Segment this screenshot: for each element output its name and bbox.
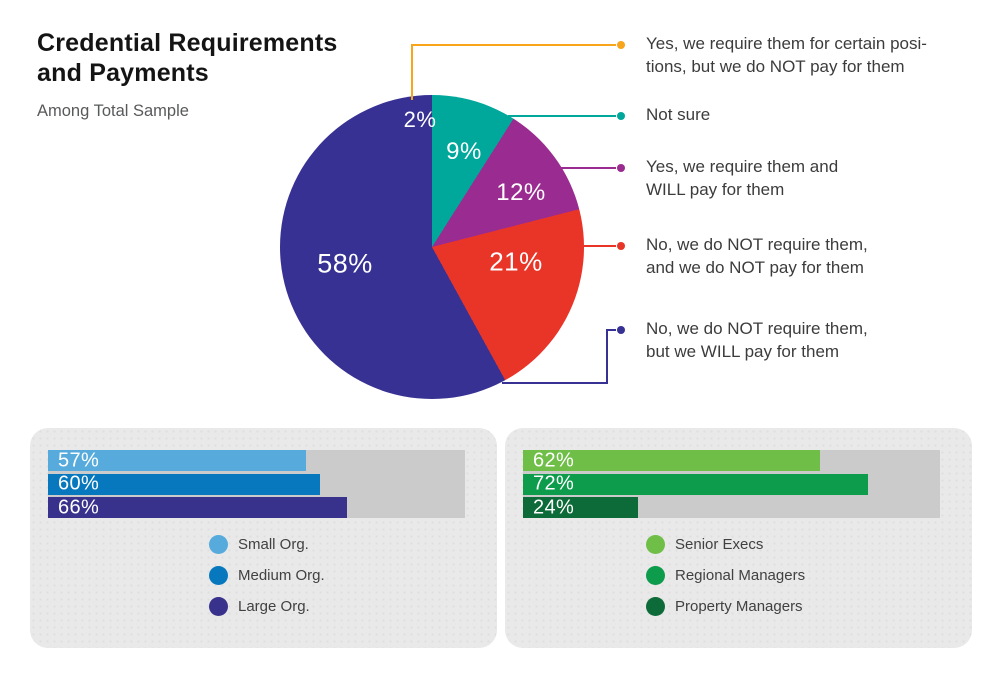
legend-swatch-circle — [646, 535, 665, 554]
legend-swatch-circle — [209, 535, 228, 554]
page-title-line1: Credential Requirements — [37, 29, 338, 57]
bar-value-label: 62% — [533, 449, 575, 471]
bar-large-org: 66% — [48, 496, 347, 518]
bar-regional-managers: 72% — [523, 472, 868, 495]
role-bar-panel: 62% 72% 24% Senior Execs Regional Managers P… — [505, 428, 972, 648]
legend-label: Large Org. — [238, 598, 310, 615]
pie-callout-label: Not sure — [646, 104, 986, 127]
bar-small-org: 57% — [48, 449, 306, 471]
legend-swatch-circle — [209, 597, 228, 616]
legend-item-small-org: Small Org. — [209, 535, 325, 554]
legend-swatch-circle — [209, 566, 228, 585]
pie-callout-label: No, we do NOT require them, but we WILL p… — [646, 318, 986, 363]
legend-label: Property Managers — [675, 598, 803, 615]
legend-label: Medium Org. — [238, 567, 325, 584]
pie-chart: 9% 12% 21% 58% 2% — [280, 95, 584, 399]
pie-slice-value-label: 58% — [317, 248, 373, 279]
page-title: Credential Requirements and Payments — [37, 28, 338, 88]
bar-value-label: 60% — [58, 472, 100, 495]
pie-callout-label-line: Not sure — [646, 105, 711, 124]
bar-property-managers: 24% — [523, 496, 638, 518]
pie-callout-label-line: but we WILL pay for them — [646, 341, 840, 361]
pie-callout-label-line: No, we do NOT require them, — [646, 319, 868, 338]
pie-callout-label-line: WILL pay for them — [646, 179, 785, 199]
legend-swatch-circle — [646, 566, 665, 585]
connector-orange — [411, 41, 625, 100]
legend-swatch-circle — [646, 597, 665, 616]
connector-red — [582, 242, 625, 250]
page-title-line2: and Payments — [37, 59, 209, 87]
pie-callout-label: No, we do NOT require them, and we do NOT… — [646, 234, 986, 279]
chart-header: Credential Requirements and Payments Amo… — [37, 28, 338, 121]
pie-callout-label-line: tions, but we do NOT pay for them — [646, 56, 905, 76]
org-size-bar-panel: 57% 60% 66% Small Org. Medium Org. Large Org… — [30, 428, 497, 648]
bar-value-label: 57% — [58, 449, 100, 471]
page-subtitle: Among Total Sample — [37, 102, 189, 120]
pie-slice-value-label: 12% — [496, 179, 546, 206]
legend-item-medium-org: Medium Org. — [209, 566, 325, 585]
pie-callout-label-line: No, we do NOT require them, — [646, 235, 868, 254]
bar-track: 57% 60% 66% — [48, 449, 465, 518]
bar-value-label: 24% — [533, 496, 575, 518]
bar-senior-execs: 62% — [523, 449, 820, 471]
pie-callout-label: Yes, we require them and WILL pay for the… — [646, 156, 986, 201]
role-legend: Senior Execs Regional Managers Property Ma… — [646, 535, 805, 628]
bar-value-label: 66% — [58, 496, 100, 518]
legend-item-large-org: Large Org. — [209, 597, 325, 616]
pie-callout-label-line: Yes, we require them and — [646, 157, 839, 176]
pie-callout-label: Yes, we require them for certain posi-ti… — [646, 33, 986, 78]
bar-value-label: 72% — [533, 472, 575, 495]
pie-slice-value-label: 2% — [403, 107, 437, 132]
pie-slice-value-label: 21% — [489, 246, 543, 277]
org-size-legend: Small Org. Medium Org. Large Org. — [209, 535, 325, 628]
legend-item-senior-execs: Senior Execs — [646, 535, 805, 554]
bar-medium-org: 60% — [48, 472, 320, 495]
pie-callout-label-line: Yes, we require them for certain posi- — [646, 34, 927, 53]
bar-track: 62% 72% 24% — [523, 449, 940, 518]
legend-label: Regional Managers — [675, 567, 806, 584]
legend-label: Small Org. — [238, 536, 309, 553]
legend-label: Senior Execs — [675, 536, 764, 553]
pie-slice-value-label: 9% — [446, 138, 482, 165]
pie-callout-label-line: and we do NOT pay for them — [646, 257, 864, 277]
legend-item-regional-managers: Regional Managers — [646, 566, 805, 585]
legend-item-property-managers: Property Managers — [646, 597, 805, 616]
